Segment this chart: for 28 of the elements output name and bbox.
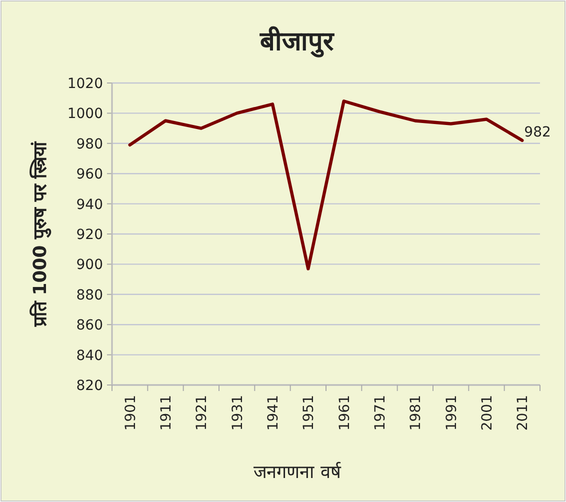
- y-tick-label: 1020: [67, 76, 103, 92]
- y-tick-label: 920: [76, 227, 103, 243]
- x-tick-label: 1901: [122, 395, 139, 431]
- x-tick-label: 1921: [194, 395, 210, 431]
- x-tick-label: 1961: [336, 395, 353, 431]
- y-tick-label: 1000: [67, 106, 103, 122]
- x-tick-label: 1911: [158, 395, 174, 431]
- x-tick-label: 1931: [230, 395, 246, 431]
- line-series: [128, 100, 524, 270]
- x-tick-label: 2011: [515, 395, 532, 431]
- x-tick-label: 1971: [372, 395, 388, 431]
- y-tick-label: 980: [76, 136, 103, 152]
- x-tick-label: 2001: [480, 395, 496, 431]
- chart-title: बीजापुर: [259, 26, 335, 58]
- data-label: 982: [524, 124, 551, 140]
- x-tick-label: 1981: [408, 395, 424, 431]
- y-tick-label: 940: [76, 196, 103, 213]
- y-tick-label: 840: [76, 348, 103, 364]
- x-tick-label: 1951: [301, 395, 318, 431]
- y-axis-title: प्रति 1000 पुरुष पर स्त्रियां: [29, 140, 52, 328]
- y-tick-label: 900: [76, 257, 103, 274]
- x-tick-label: 1991: [444, 395, 460, 431]
- y-tick-label: 960: [76, 166, 103, 183]
- x-axis-title: जनगणना वर्ष: [254, 461, 342, 483]
- y-tick-label: 880: [76, 287, 103, 304]
- x-tick-label: 1941: [266, 395, 282, 431]
- y-tick-label: 820: [76, 378, 103, 394]
- y-tick-label: 860: [76, 318, 103, 334]
